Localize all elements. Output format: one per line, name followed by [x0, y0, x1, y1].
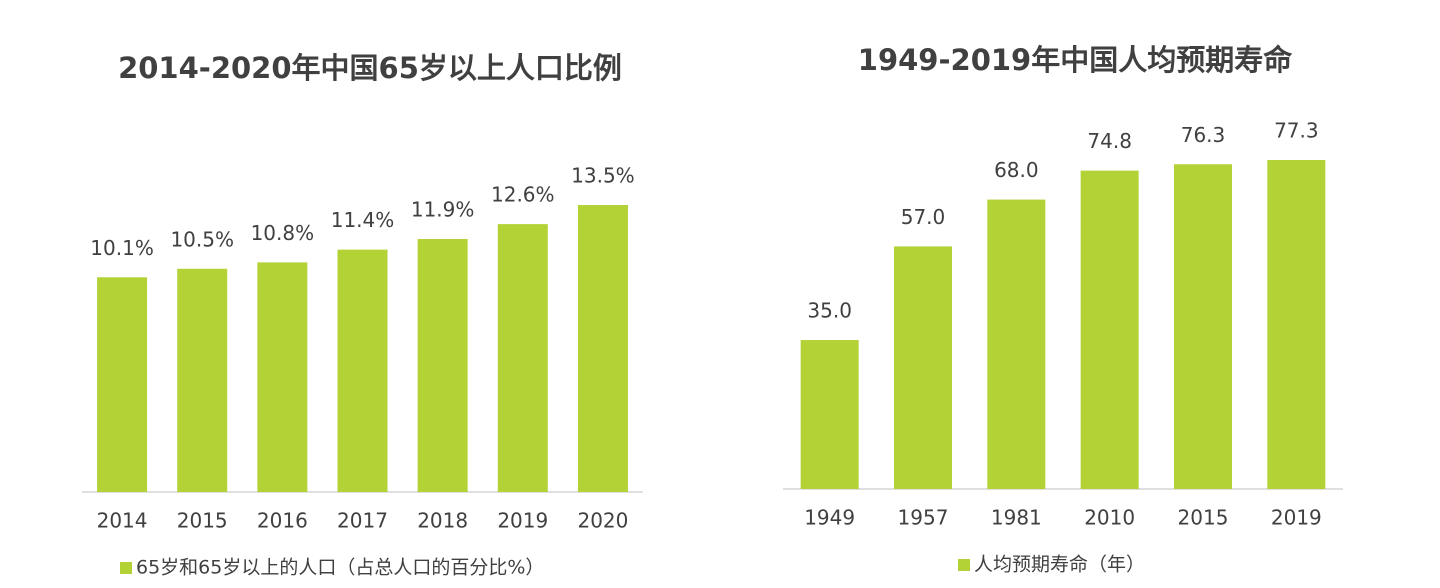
value-label: 10.8% — [251, 221, 315, 245]
bar — [1174, 164, 1232, 489]
x-tick-label: 2014 — [97, 509, 148, 533]
value-label: 11.9% — [411, 198, 475, 222]
bar — [417, 239, 468, 492]
bar — [577, 205, 628, 492]
bar — [257, 262, 308, 492]
value-label: 10.1% — [90, 236, 154, 260]
bar — [177, 268, 228, 492]
x-tick-label: 2015 — [177, 509, 228, 533]
x-tick-label: 1957 — [898, 506, 949, 530]
x-tick-label: 2010 — [1084, 506, 1135, 530]
bar — [497, 224, 548, 492]
value-label: 35.0 — [807, 299, 852, 323]
value-label: 12.6% — [491, 183, 555, 207]
value-label: 74.8 — [1087, 129, 1132, 153]
bar — [1267, 160, 1326, 489]
value-label: 11.4% — [331, 208, 395, 232]
value-label: 68.0 — [994, 158, 1039, 182]
value-label: 76.3 — [1181, 123, 1226, 147]
bar — [894, 246, 952, 489]
value-label: 10.5% — [170, 227, 234, 251]
x-tick-label: 2018 — [417, 509, 468, 533]
x-tick-label: 1949 — [804, 506, 855, 530]
legend-label: 人均预期寿命（年） — [974, 554, 1145, 576]
bar — [987, 199, 1046, 489]
chart-title: 1949-2019年中国人均预期寿命 — [858, 43, 1293, 77]
x-tick-label: 2016 — [257, 509, 308, 533]
legend-label: 65岁和65岁以上的人口（占总人口的百分比%） — [136, 557, 544, 579]
legend-swatch — [958, 559, 970, 571]
bar — [800, 340, 859, 489]
x-tick-label: 2019 — [497, 509, 548, 533]
bar — [1080, 170, 1139, 489]
x-tick-label: 1981 — [991, 506, 1042, 530]
value-label: 57.0 — [901, 205, 946, 229]
x-tick-label: 2019 — [1271, 506, 1322, 530]
bar — [97, 277, 148, 492]
x-tick-label: 2015 — [1178, 506, 1229, 530]
x-tick-label: 2017 — [337, 509, 388, 533]
bar — [337, 249, 388, 492]
legend-swatch — [120, 562, 132, 574]
chart-title: 2014-2020年中国65岁以上人口比例 — [118, 51, 622, 85]
value-label: 77.3 — [1274, 119, 1319, 143]
value-label: 13.5% — [571, 164, 635, 188]
x-tick-label: 2020 — [577, 509, 628, 533]
